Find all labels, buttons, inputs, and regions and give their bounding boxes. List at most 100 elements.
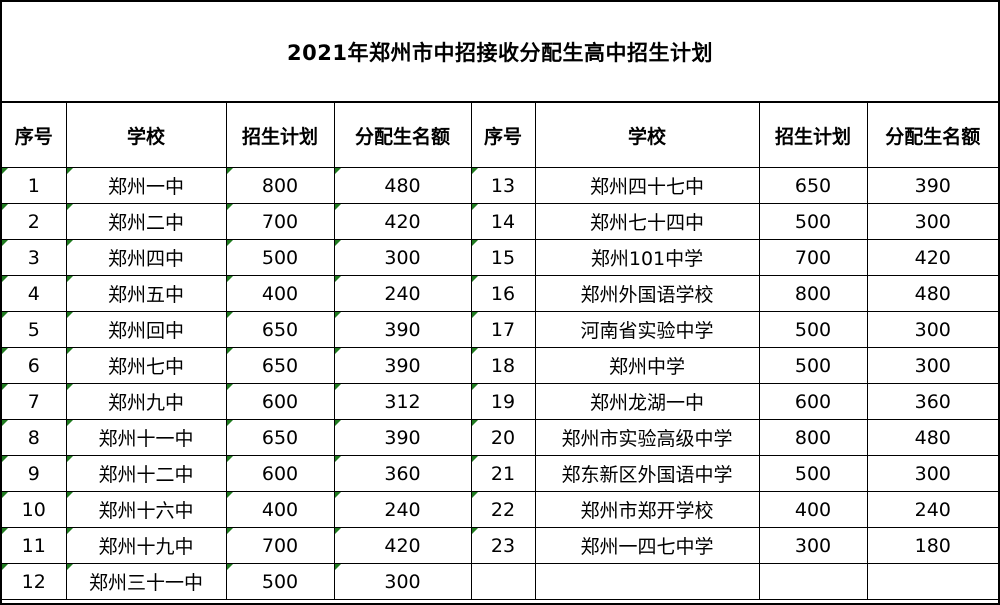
row-school: 河南省实验中学 bbox=[534, 311, 760, 348]
row-no: 2 bbox=[2, 203, 67, 240]
row-quota: 300 bbox=[333, 563, 472, 600]
row-no: 6 bbox=[2, 347, 67, 384]
header-no: 序号 bbox=[470, 103, 536, 168]
row-school bbox=[534, 563, 760, 600]
header-plan: 招生计划 bbox=[225, 103, 335, 168]
header-school: 学校 bbox=[534, 103, 760, 168]
row-no: 13 bbox=[470, 167, 536, 204]
table-row: 11 郑州十九中 700 420 23 郑州一四七中学 300 180 bbox=[2, 527, 998, 564]
row-no: 22 bbox=[470, 491, 536, 528]
row-school: 郑州十六中 bbox=[65, 491, 227, 528]
row-no: 17 bbox=[470, 311, 536, 348]
row-plan: 700 bbox=[225, 527, 335, 564]
row-quota: 360 bbox=[333, 455, 472, 492]
row-quota: 480 bbox=[333, 167, 472, 204]
row-no: 12 bbox=[2, 563, 67, 600]
row-plan: 500 bbox=[758, 347, 868, 384]
row-school: 郑州外国语学校 bbox=[534, 275, 760, 312]
row-no: 18 bbox=[470, 347, 536, 384]
table-row: 5 郑州回中 650 390 17 河南省实验中学 500 300 bbox=[2, 311, 998, 348]
row-quota: 390 bbox=[333, 347, 472, 384]
header-no: 序号 bbox=[2, 103, 67, 168]
row-plan: 600 bbox=[758, 383, 868, 420]
table-row: 8 郑州十一中 650 390 20 郑州市实验高级中学 800 480 bbox=[2, 419, 998, 456]
row-school: 郑州回中 bbox=[65, 311, 227, 348]
row-no: 9 bbox=[2, 455, 67, 492]
row-school: 郑州九中 bbox=[65, 383, 227, 420]
enrollment-table: 序号 学校 招生计划 分配生名额 序号 学校 招生计划 分配生名额 1 郑州一中… bbox=[2, 103, 998, 600]
row-plan: 650 bbox=[225, 311, 335, 348]
row-no: 15 bbox=[470, 239, 536, 276]
row-school: 郑州一四七中学 bbox=[534, 527, 760, 564]
row-quota: 180 bbox=[866, 527, 998, 564]
row-quota: 300 bbox=[333, 239, 472, 276]
row-quota: 240 bbox=[866, 491, 998, 528]
row-quota: 420 bbox=[866, 239, 998, 276]
row-plan: 500 bbox=[758, 311, 868, 348]
row-school: 郑州十九中 bbox=[65, 527, 227, 564]
row-no: 3 bbox=[2, 239, 67, 276]
header-quota: 分配生名额 bbox=[866, 103, 998, 168]
row-no: 11 bbox=[2, 527, 67, 564]
row-school: 郑州市郑开学校 bbox=[534, 491, 760, 528]
row-no: 20 bbox=[470, 419, 536, 456]
row-plan: 600 bbox=[225, 455, 335, 492]
row-school: 郑州三十一中 bbox=[65, 563, 227, 600]
row-no: 1 bbox=[2, 167, 67, 204]
row-quota: 300 bbox=[866, 203, 998, 240]
row-plan: 800 bbox=[758, 419, 868, 456]
table-title: 2021年郑州市中招接收分配生高中招生计划 bbox=[2, 2, 998, 103]
row-school: 郑州十一中 bbox=[65, 419, 227, 456]
row-school: 郑州一中 bbox=[65, 167, 227, 204]
row-plan: 500 bbox=[758, 203, 868, 240]
row-no bbox=[470, 563, 536, 600]
row-no: 8 bbox=[2, 419, 67, 456]
row-no: 16 bbox=[470, 275, 536, 312]
row-quota bbox=[866, 563, 998, 600]
row-quota: 240 bbox=[333, 275, 472, 312]
row-plan: 500 bbox=[758, 455, 868, 492]
row-school: 郑州龙湖一中 bbox=[534, 383, 760, 420]
row-no: 14 bbox=[470, 203, 536, 240]
row-plan: 650 bbox=[225, 347, 335, 384]
row-no: 5 bbox=[2, 311, 67, 348]
row-plan bbox=[758, 563, 868, 600]
row-school: 郑州101中学 bbox=[534, 239, 760, 276]
row-plan: 500 bbox=[225, 239, 335, 276]
row-school: 郑州十二中 bbox=[65, 455, 227, 492]
row-school: 郑州七十四中 bbox=[534, 203, 760, 240]
row-quota: 420 bbox=[333, 203, 472, 240]
row-no: 21 bbox=[470, 455, 536, 492]
row-school: 郑州七中 bbox=[65, 347, 227, 384]
row-plan: 650 bbox=[758, 167, 868, 204]
row-school: 郑东新区外国语中学 bbox=[534, 455, 760, 492]
table-row: 9 郑州十二中 600 360 21 郑东新区外国语中学 500 300 bbox=[2, 455, 998, 492]
row-plan: 700 bbox=[758, 239, 868, 276]
row-quota: 240 bbox=[333, 491, 472, 528]
row-no: 4 bbox=[2, 275, 67, 312]
row-school: 郑州四中 bbox=[65, 239, 227, 276]
row-plan: 500 bbox=[225, 563, 335, 600]
row-no: 19 bbox=[470, 383, 536, 420]
row-plan: 300 bbox=[758, 527, 868, 564]
row-quota: 480 bbox=[866, 275, 998, 312]
row-no: 7 bbox=[2, 383, 67, 420]
row-plan: 800 bbox=[225, 167, 335, 204]
row-quota: 420 bbox=[333, 527, 472, 564]
table-row: 7 郑州九中 600 312 19 郑州龙湖一中 600 360 bbox=[2, 383, 998, 420]
row-plan: 650 bbox=[225, 419, 335, 456]
row-school: 郑州中学 bbox=[534, 347, 760, 384]
row-plan: 400 bbox=[225, 491, 335, 528]
row-school: 郑州市实验高级中学 bbox=[534, 419, 760, 456]
header-quota: 分配生名额 bbox=[333, 103, 472, 168]
row-quota: 300 bbox=[866, 311, 998, 348]
table-row: 2 郑州二中 700 420 14 郑州七十四中 500 300 bbox=[2, 203, 998, 240]
header-school: 学校 bbox=[65, 103, 227, 168]
row-plan: 400 bbox=[758, 491, 868, 528]
row-plan: 600 bbox=[225, 383, 335, 420]
table-row: 10 郑州十六中 400 240 22 郑州市郑开学校 400 240 bbox=[2, 491, 998, 528]
row-quota: 390 bbox=[333, 419, 472, 456]
row-quota: 300 bbox=[866, 455, 998, 492]
row-plan: 800 bbox=[758, 275, 868, 312]
